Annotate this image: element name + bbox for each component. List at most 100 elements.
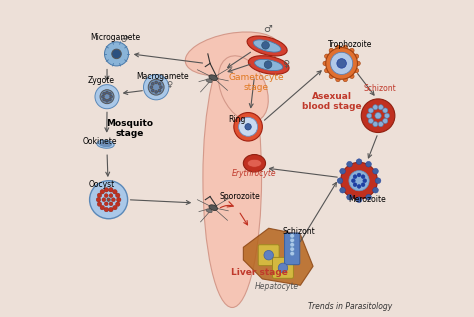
- Text: ♂: ♂: [263, 23, 272, 34]
- Circle shape: [109, 202, 113, 206]
- Circle shape: [366, 194, 372, 200]
- Circle shape: [111, 198, 115, 202]
- Circle shape: [262, 42, 269, 49]
- Circle shape: [367, 113, 372, 118]
- Circle shape: [100, 205, 104, 210]
- Text: ♂: ♂: [121, 35, 128, 44]
- Circle shape: [102, 198, 106, 202]
- Circle shape: [383, 118, 388, 123]
- Circle shape: [278, 263, 288, 273]
- Circle shape: [340, 187, 346, 193]
- Circle shape: [103, 93, 105, 95]
- Text: Gametocyte
stage: Gametocyte stage: [228, 73, 284, 92]
- Circle shape: [373, 122, 378, 127]
- Ellipse shape: [100, 142, 111, 147]
- Text: Microgamete: Microgamete: [90, 33, 140, 42]
- Text: Zygote: Zygote: [87, 76, 114, 85]
- Circle shape: [373, 168, 378, 174]
- Circle shape: [104, 188, 109, 192]
- Ellipse shape: [209, 205, 218, 210]
- Circle shape: [116, 193, 120, 197]
- Text: ♀: ♀: [166, 80, 172, 88]
- FancyBboxPatch shape: [273, 257, 293, 278]
- Circle shape: [152, 82, 154, 85]
- Text: Asexual
blood stage: Asexual blood stage: [302, 92, 362, 111]
- Circle shape: [109, 188, 113, 192]
- Circle shape: [158, 89, 161, 92]
- Circle shape: [357, 173, 361, 177]
- Text: Liver stage: Liver stage: [231, 268, 288, 277]
- Circle shape: [116, 202, 120, 206]
- Circle shape: [148, 79, 164, 95]
- Circle shape: [104, 202, 108, 206]
- Circle shape: [104, 207, 109, 212]
- Ellipse shape: [247, 36, 287, 56]
- Circle shape: [349, 171, 369, 191]
- Circle shape: [104, 42, 128, 66]
- Circle shape: [104, 194, 108, 197]
- Circle shape: [107, 198, 110, 201]
- Ellipse shape: [248, 56, 289, 74]
- Circle shape: [337, 178, 343, 184]
- Ellipse shape: [97, 140, 114, 148]
- Circle shape: [346, 161, 352, 167]
- Ellipse shape: [209, 75, 218, 81]
- Circle shape: [290, 238, 294, 243]
- Circle shape: [150, 86, 153, 88]
- Ellipse shape: [219, 56, 268, 122]
- Circle shape: [106, 91, 108, 94]
- Text: Ring: Ring: [228, 115, 246, 124]
- Circle shape: [326, 48, 357, 79]
- Circle shape: [234, 113, 263, 141]
- Circle shape: [106, 100, 108, 102]
- Circle shape: [110, 95, 112, 98]
- Text: Macrogamete: Macrogamete: [136, 72, 189, 81]
- Circle shape: [336, 45, 340, 49]
- Text: Hepatocyte: Hepatocyte: [255, 282, 299, 291]
- Circle shape: [264, 250, 273, 260]
- Circle shape: [354, 68, 359, 73]
- Circle shape: [357, 184, 361, 188]
- Text: Trends in Parasitology: Trends in Parasitology: [308, 302, 392, 311]
- Circle shape: [290, 247, 294, 251]
- Circle shape: [373, 187, 378, 193]
- Circle shape: [109, 93, 111, 95]
- Circle shape: [340, 168, 346, 174]
- Ellipse shape: [253, 40, 281, 52]
- Circle shape: [112, 49, 121, 59]
- Circle shape: [351, 179, 355, 183]
- Circle shape: [155, 81, 157, 84]
- Circle shape: [96, 197, 100, 202]
- Circle shape: [337, 59, 346, 68]
- Circle shape: [264, 61, 272, 68]
- Circle shape: [354, 54, 359, 58]
- Circle shape: [109, 98, 111, 101]
- Text: Oocyst: Oocyst: [88, 180, 114, 189]
- Circle shape: [384, 113, 390, 118]
- Circle shape: [329, 48, 334, 53]
- Text: Merozoite: Merozoite: [348, 195, 386, 204]
- Circle shape: [368, 108, 374, 113]
- Text: ♀: ♀: [283, 58, 290, 68]
- Ellipse shape: [206, 209, 212, 213]
- Circle shape: [238, 117, 257, 136]
- Ellipse shape: [255, 59, 283, 71]
- Circle shape: [113, 190, 117, 194]
- Text: Erythrocyte: Erythrocyte: [232, 169, 277, 178]
- Circle shape: [100, 190, 104, 194]
- Text: Trophozoite: Trophozoite: [328, 40, 373, 49]
- Text: Schizont: Schizont: [363, 84, 396, 93]
- Ellipse shape: [203, 48, 262, 307]
- Circle shape: [383, 108, 388, 113]
- Circle shape: [361, 99, 395, 133]
- Circle shape: [375, 113, 381, 119]
- Circle shape: [109, 194, 113, 197]
- Circle shape: [144, 74, 169, 100]
- Circle shape: [329, 74, 334, 79]
- Circle shape: [100, 90, 114, 104]
- FancyBboxPatch shape: [284, 233, 300, 265]
- Circle shape: [152, 89, 154, 92]
- FancyBboxPatch shape: [258, 245, 279, 266]
- Circle shape: [353, 183, 357, 187]
- Circle shape: [113, 205, 117, 210]
